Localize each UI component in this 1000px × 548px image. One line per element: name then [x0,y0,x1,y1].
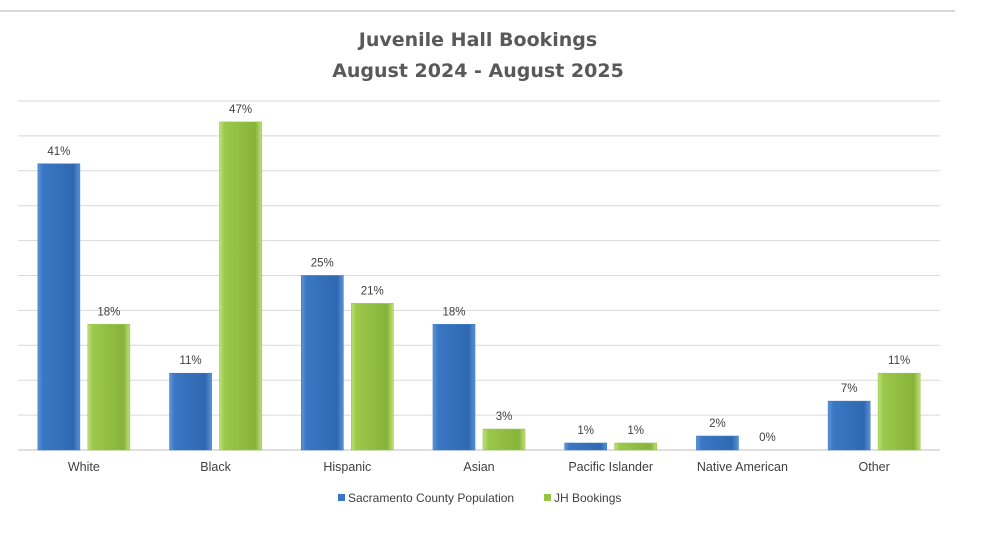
data-label: 1% [577,425,594,437]
bar-population-other [827,400,871,451]
data-label: 11% [179,355,201,367]
x-tick-label: White [68,460,100,474]
x-tick-label: Pacific Islander [568,460,653,474]
bar-population-white [37,163,81,451]
data-label: 47% [229,104,252,116]
data-label: 18% [97,306,120,318]
x-tick-label: Other [859,460,890,474]
x-tick-label: Native American [697,460,788,474]
chart-subtitle: August 2024 - August 2025 [332,60,624,82]
bar-population-black [169,372,212,451]
bar-bookings-hispanic [350,303,394,451]
legend-label-bookings: JH Bookings [554,491,621,505]
legend-swatch-population [338,494,345,501]
chart-title: Juvenile Hall Bookings [357,29,597,51]
data-label: 21% [361,285,384,297]
x-tick-label: Hispanic [323,460,371,474]
data-label: 18% [442,306,465,318]
bar-bookings-pacific-islander [614,442,658,451]
bar-population-asian [432,324,476,451]
data-label: 41% [47,146,70,158]
bar-bookings-other [877,372,921,451]
bar-bookings-asian [482,428,526,451]
legend-swatch-bookings [544,494,551,501]
data-label: 0% [759,432,776,444]
bar-bookings-black [219,121,262,451]
data-label: 25% [311,258,334,270]
data-label: 7% [841,383,858,395]
bar-population-pacific-islander [564,442,608,451]
data-label: 3% [496,411,513,423]
data-label: 11% [888,355,910,367]
bar-population-native-american [696,435,739,451]
data-label: 1% [627,425,644,437]
x-tick-label: Black [200,460,231,474]
x-tick-label: Asian [463,460,494,474]
top-divider [0,10,955,12]
data-label: 2% [709,418,726,430]
legend-label-population: Sacramento County Population [348,491,514,505]
legend: Sacramento County Population JH Bookings [338,491,621,505]
bar-population-hispanic [300,275,344,451]
bar-bookings-white [87,324,131,451]
